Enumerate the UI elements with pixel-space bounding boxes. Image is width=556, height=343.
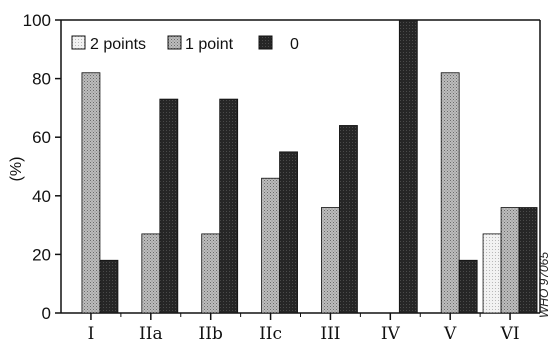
bar-i-0 [99,259,119,314]
side-note: WHO 97065 [537,252,551,318]
bar-iv-0 [398,19,418,314]
y-tick-label: 80 [32,70,51,89]
y-tick-label: 100 [23,11,51,30]
legend-swatch-0 [258,35,273,50]
y-axis-label: (%) [8,157,25,182]
x-tick-label: IIa [139,324,163,343]
legend: 2 points 1 point 0 [71,35,299,53]
bar-vi-1-point [500,207,520,314]
bar-iii-0 [339,125,358,314]
legend-swatch-1-point [167,35,182,50]
x-tick-label: IIb [199,324,223,343]
bar-iic-1-point [261,177,280,314]
x-tick-label: I [88,324,95,343]
bar-v-1-point [440,72,460,314]
legend-label-0: 0 [290,36,299,53]
x-tick-label: IV [381,324,401,343]
legend-item-2-points: 2 points [71,35,146,53]
x-axis: I IIa IIb IIc III IV V VI [88,313,520,343]
x-tick-label: IIc [259,324,282,343]
legend-label-2-points: 2 points [90,36,146,53]
y-tick-label: 40 [32,187,51,206]
bar-vi-2-points [482,233,502,314]
y-tick-label: 20 [32,245,51,264]
legend-item-0: 0 [258,35,299,53]
x-tick-label: III [320,324,340,343]
bar-vi-0 [518,207,538,314]
y-tick-label: 60 [32,128,51,147]
bar-iib-1-point [201,233,221,314]
legend-label-1-point: 1 point [185,36,234,53]
bar-iia-0 [159,98,179,314]
bar-i-1-point [81,72,101,314]
bar-iic-0 [279,151,298,314]
bar-iia-1-point [141,233,161,314]
x-tick-label: VI [500,324,520,343]
y-axis: 0 20 40 60 80 100 [23,11,61,323]
x-tick-label: V [443,324,457,343]
bar-iib-0 [219,98,239,314]
legend-item-1-point: 1 point [167,35,234,53]
y-tick-label: 0 [42,304,51,323]
bar-v-0 [458,259,478,314]
legend-swatch-2-points [71,35,86,50]
bars [81,19,538,314]
bar-iii-1-point [321,207,340,314]
